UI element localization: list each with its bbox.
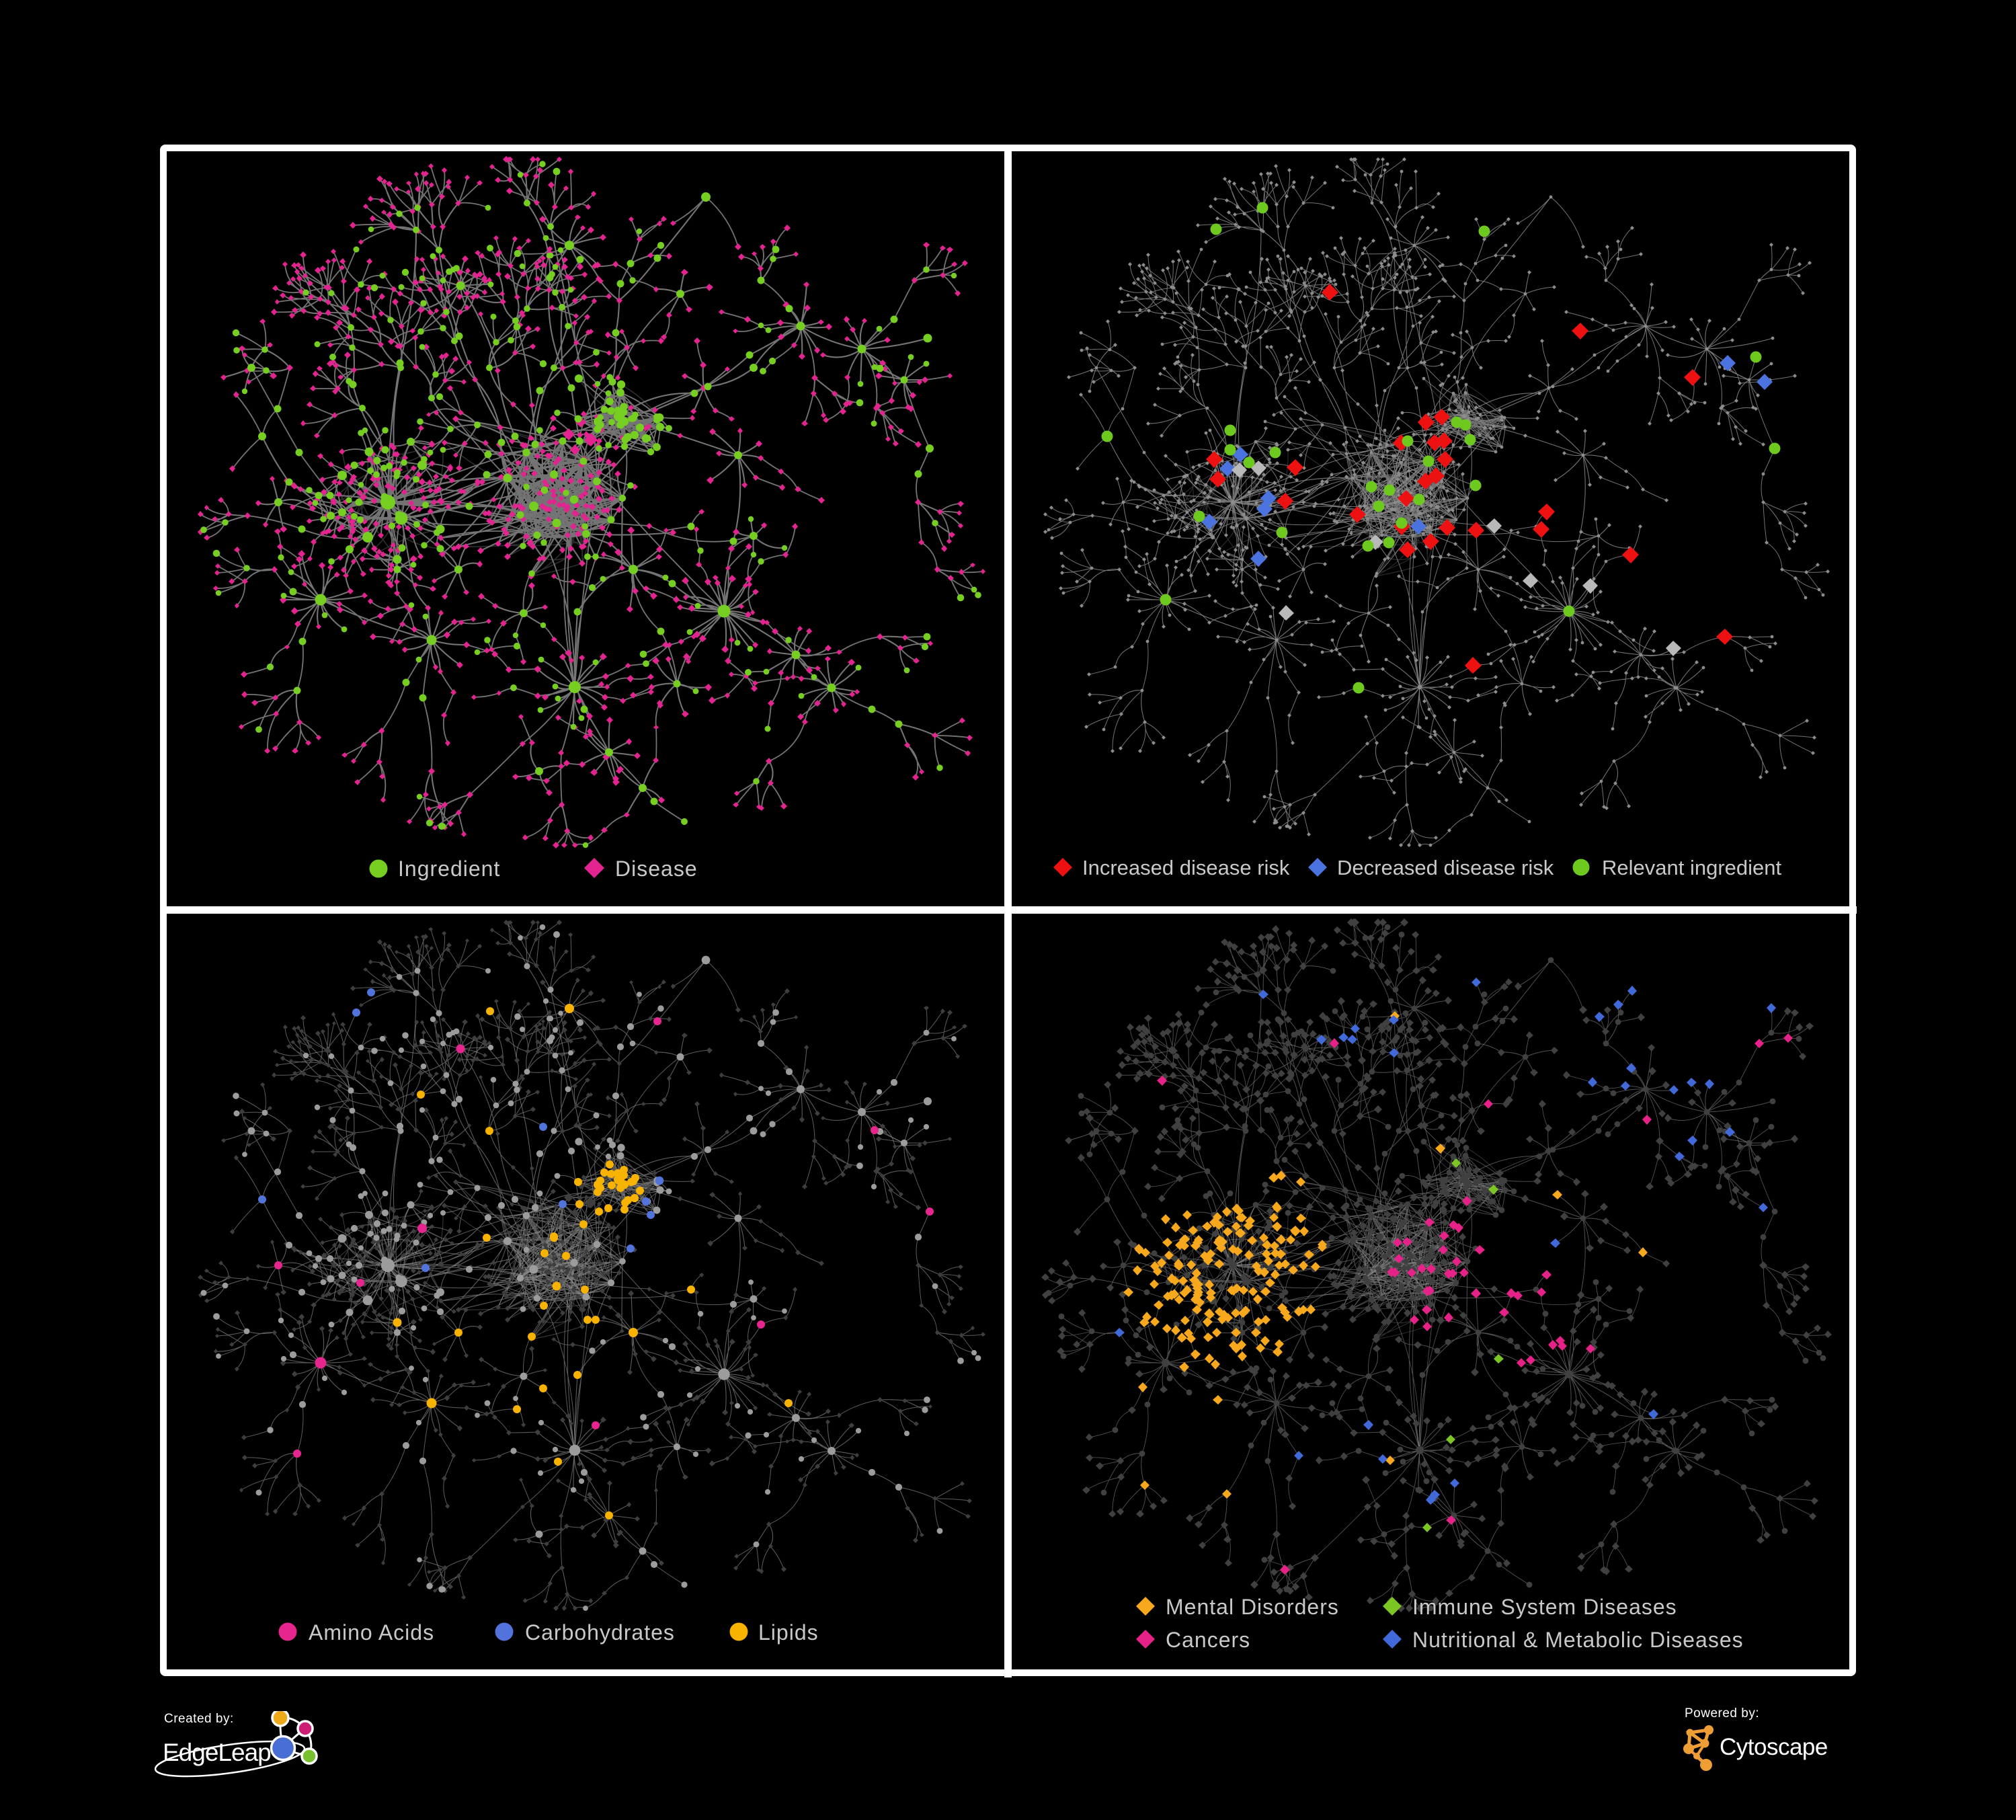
svg-text:Nutritional & Metabolic Diseas: Nutritional & Metabolic Diseases [1412,1628,1744,1652]
svg-text:Cytoscape: Cytoscape [1720,1734,1828,1760]
svg-text:Disease: Disease [615,857,698,881]
svg-text:Lipids: Lipids [758,1620,819,1645]
svg-text:Ingredient: Ingredient [398,857,500,881]
svg-text:Decreased disease risk: Decreased disease risk [1337,856,1554,879]
svg-text:Mental Disorders: Mental Disorders [1166,1595,1339,1619]
svg-text:Carbohydrates: Carbohydrates [525,1620,675,1645]
svg-text:Immune System Diseases: Immune System Diseases [1412,1595,1677,1619]
svg-text:Cancers: Cancers [1166,1628,1250,1652]
svg-text:Amino Acids: Amino Acids [309,1620,434,1645]
svg-text:Increased disease risk: Increased disease risk [1082,856,1290,879]
svg-text:Relevant ingredient: Relevant ingredient [1602,856,1782,879]
svg-text:EdgeLeap: EdgeLeap [163,1739,271,1766]
